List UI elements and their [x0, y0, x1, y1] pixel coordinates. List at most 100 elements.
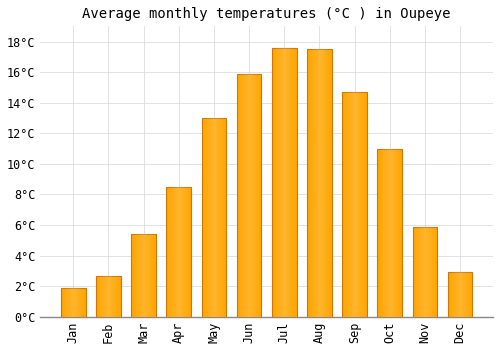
Bar: [316, 49, 317, 317]
Bar: [131, 234, 132, 317]
Bar: [330, 49, 331, 317]
Bar: [327, 49, 328, 317]
Bar: [361, 92, 362, 317]
Bar: [465, 272, 466, 317]
Bar: [84, 288, 85, 317]
Bar: [435, 226, 436, 317]
Bar: [206, 118, 207, 317]
Bar: [456, 272, 457, 317]
Bar: [248, 74, 249, 317]
Bar: [82, 288, 83, 317]
Bar: [252, 74, 253, 317]
Bar: [204, 118, 206, 317]
Bar: [397, 149, 398, 317]
Bar: [223, 118, 224, 317]
Bar: [354, 92, 355, 317]
Bar: [106, 275, 107, 317]
Bar: [274, 48, 275, 317]
Bar: [255, 74, 256, 317]
Bar: [470, 272, 471, 317]
Title: Average monthly temperatures (°C ) in Oupeye: Average monthly temperatures (°C ) in Ou…: [82, 7, 451, 21]
Bar: [73, 288, 74, 317]
Bar: [141, 234, 142, 317]
Bar: [360, 92, 361, 317]
Bar: [151, 234, 152, 317]
Bar: [463, 272, 464, 317]
Bar: [250, 74, 251, 317]
Bar: [114, 275, 115, 317]
Bar: [353, 92, 354, 317]
Bar: [320, 49, 322, 317]
Bar: [412, 226, 414, 317]
Bar: [433, 226, 434, 317]
Bar: [237, 74, 238, 317]
Bar: [273, 48, 274, 317]
Bar: [210, 118, 211, 317]
Bar: [109, 275, 110, 317]
Bar: [284, 48, 285, 317]
Bar: [398, 149, 399, 317]
Bar: [315, 49, 316, 317]
Bar: [362, 92, 363, 317]
Bar: [170, 187, 172, 317]
Bar: [448, 272, 472, 317]
Bar: [246, 74, 247, 317]
Bar: [251, 74, 252, 317]
Bar: [261, 74, 262, 317]
Bar: [131, 234, 156, 317]
Bar: [98, 275, 99, 317]
Bar: [278, 48, 280, 317]
Bar: [75, 288, 76, 317]
Bar: [449, 272, 450, 317]
Bar: [136, 234, 137, 317]
Bar: [460, 272, 461, 317]
Bar: [244, 74, 245, 317]
Bar: [186, 187, 188, 317]
Bar: [365, 92, 366, 317]
Bar: [351, 92, 352, 317]
Bar: [318, 49, 319, 317]
Bar: [468, 272, 469, 317]
Bar: [291, 48, 292, 317]
Bar: [450, 272, 451, 317]
Bar: [281, 48, 282, 317]
Bar: [189, 187, 190, 317]
Bar: [209, 118, 210, 317]
Bar: [289, 48, 290, 317]
Bar: [145, 234, 146, 317]
Bar: [469, 272, 470, 317]
Bar: [238, 74, 239, 317]
Bar: [217, 118, 218, 317]
Bar: [202, 118, 226, 317]
Bar: [182, 187, 183, 317]
Bar: [68, 288, 69, 317]
Bar: [175, 187, 176, 317]
Bar: [343, 92, 344, 317]
Bar: [100, 275, 101, 317]
Bar: [311, 49, 312, 317]
Bar: [358, 92, 359, 317]
Bar: [448, 272, 449, 317]
Bar: [324, 49, 325, 317]
Bar: [215, 118, 216, 317]
Bar: [471, 272, 472, 317]
Bar: [276, 48, 277, 317]
Bar: [178, 187, 180, 317]
Bar: [61, 288, 62, 317]
Bar: [222, 118, 223, 317]
Bar: [432, 226, 433, 317]
Bar: [112, 275, 114, 317]
Bar: [400, 149, 401, 317]
Bar: [462, 272, 463, 317]
Bar: [218, 118, 219, 317]
Bar: [325, 49, 326, 317]
Bar: [345, 92, 346, 317]
Bar: [418, 226, 419, 317]
Bar: [454, 272, 455, 317]
Bar: [359, 92, 360, 317]
Bar: [293, 48, 294, 317]
Bar: [272, 48, 296, 317]
Bar: [176, 187, 177, 317]
Bar: [309, 49, 310, 317]
Bar: [184, 187, 185, 317]
